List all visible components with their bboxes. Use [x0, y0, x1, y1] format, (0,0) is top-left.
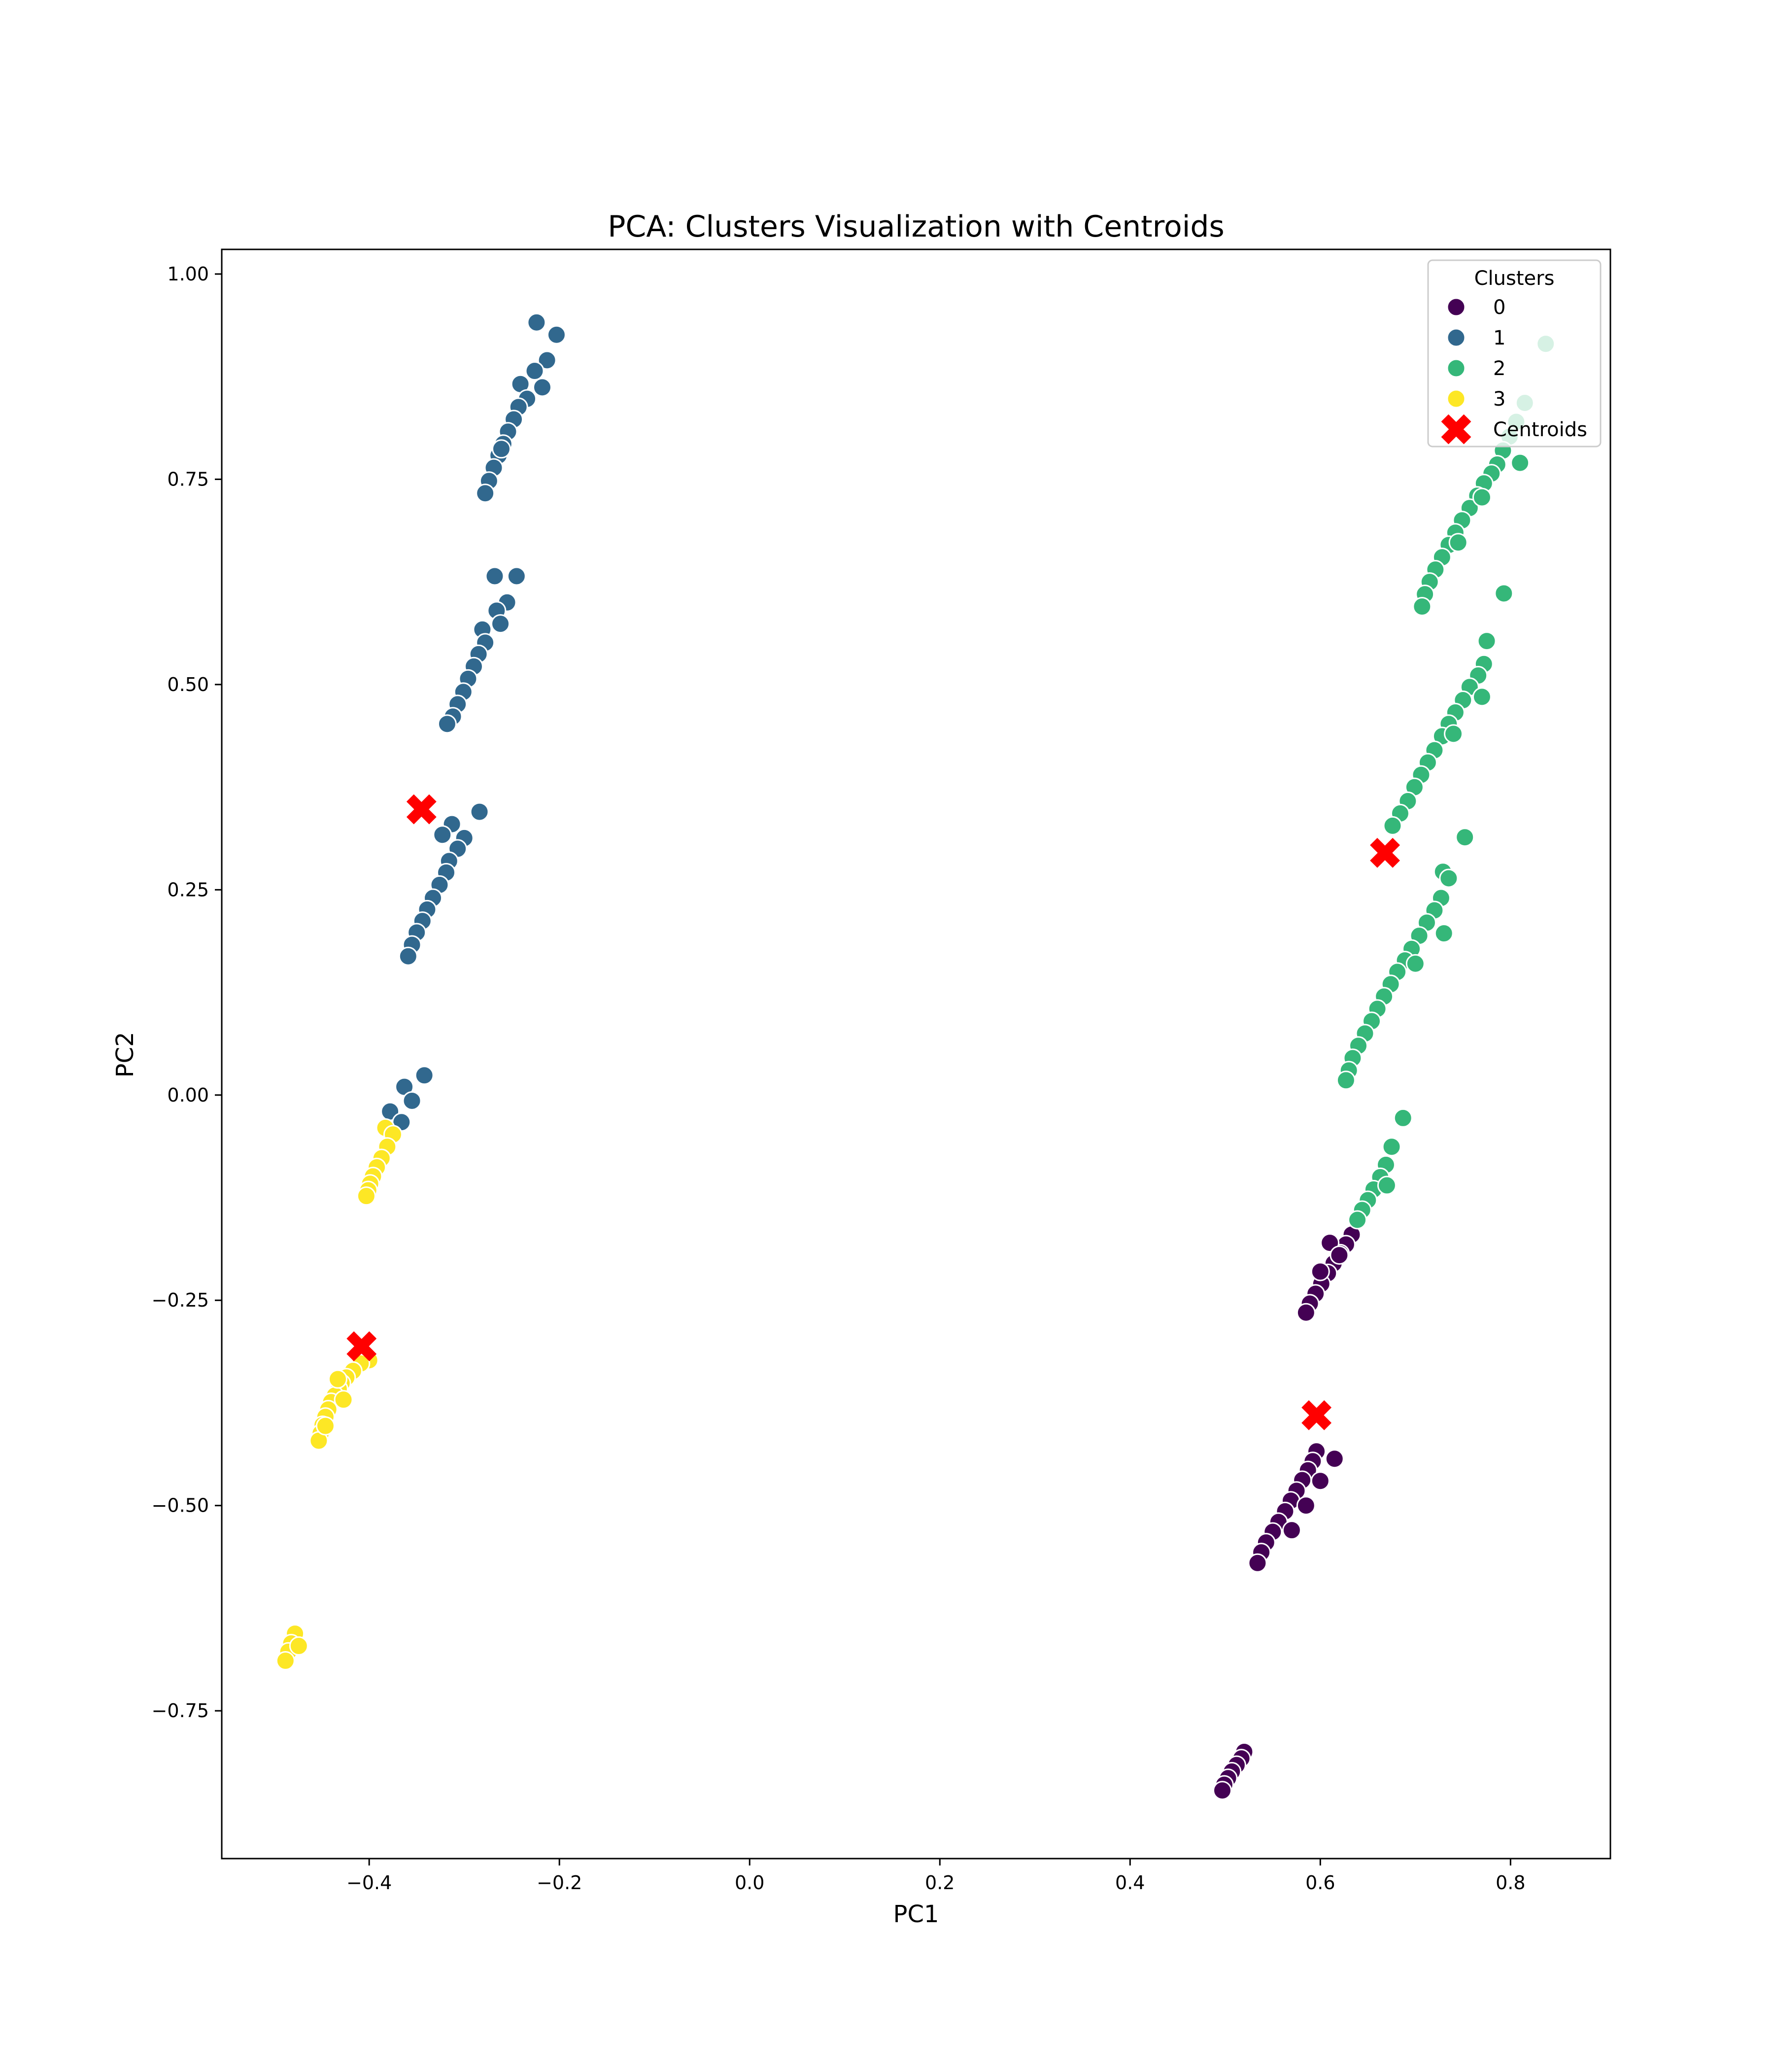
x-tick-label: 0.4 [1115, 1872, 1145, 1894]
cluster-1-point [485, 566, 505, 586]
cluster-0-point [1213, 1781, 1232, 1800]
x-tick-label: 0.6 [1305, 1872, 1335, 1894]
legend-cluster-2-marker [1446, 358, 1466, 378]
cluster-2-point [1393, 1108, 1413, 1128]
cluster-2-point [1472, 487, 1492, 507]
legend-cluster-1-marker [1446, 328, 1466, 347]
cluster-1-point [525, 361, 545, 381]
x-tick-label: −0.4 [346, 1872, 392, 1894]
plot-area-frame [221, 248, 1611, 1860]
cluster-0-point [1310, 1471, 1330, 1491]
legend-title: Clusters [1474, 267, 1555, 290]
cluster-0-point [1248, 1553, 1267, 1573]
cluster-2-point [1382, 1137, 1401, 1157]
cluster-1-point [402, 1091, 422, 1110]
cluster-0-point [1296, 1496, 1316, 1516]
ticks-layer: −0.4 −0.2 0.0 0.2 0.4 0.6 0.8 −0.75 −0.50 −0.25 0.… [152, 263, 1526, 1894]
cluster-2-point [1434, 924, 1454, 943]
cluster-2-point [1510, 453, 1530, 473]
cluster-3-point [275, 1651, 295, 1671]
cluster-2-point [1377, 1175, 1397, 1195]
cluster-2-point [1477, 631, 1497, 651]
cluster-1-point [491, 439, 511, 459]
legend-cluster-0-marker [1446, 297, 1466, 317]
centroid-marker [1370, 837, 1400, 868]
centroid-marker [1301, 1400, 1332, 1430]
centroid-marker [406, 794, 437, 825]
cluster-2-point [1412, 597, 1432, 617]
cluster-3-point [356, 1186, 376, 1206]
cluster-1-point [476, 483, 495, 503]
legend-entry-label: 1 [1493, 327, 1505, 349]
y-tick-label: −0.25 [152, 1289, 209, 1311]
legend-entry-label: 2 [1493, 357, 1505, 380]
cluster-1-point [527, 312, 546, 332]
legend-entry-label: 0 [1493, 296, 1505, 319]
centroids-layer [346, 794, 1400, 1430]
cluster-1-point [470, 802, 489, 822]
cluster-0-point [1330, 1245, 1349, 1265]
y-tick-label: 0.25 [167, 879, 209, 900]
cluster-0-point [1296, 1303, 1316, 1322]
cluster-1-point [537, 350, 557, 370]
cluster-1-point [546, 325, 566, 345]
legend-centroids-marker [1441, 414, 1471, 445]
legend-entry-label: Centroids [1493, 418, 1587, 441]
cluster-3-point [328, 1369, 347, 1389]
x-tick-label: 0.8 [1496, 1872, 1525, 1894]
cluster-3-point [334, 1390, 353, 1410]
cluster-2-point [1444, 724, 1464, 744]
cluster-2-point [1405, 954, 1425, 973]
x-axis-label: PC1 [893, 1900, 939, 1928]
legend: Clusters 0 1 2 3 Centroids [1427, 259, 1602, 448]
cluster-0-point [1282, 1520, 1301, 1540]
cluster-2-point [1455, 828, 1475, 847]
cluster-1-point [532, 378, 552, 397]
cluster-2-point [1439, 868, 1459, 888]
legend-frame [1427, 259, 1602, 448]
cluster-2-point [1472, 687, 1492, 707]
cluster-1-point [398, 946, 418, 966]
cluster-2-point [1336, 1071, 1356, 1090]
cluster-1-point [433, 825, 452, 845]
cluster-0-point [1325, 1449, 1344, 1469]
y-tick-label: −0.50 [152, 1495, 209, 1517]
cluster-1-point [507, 566, 526, 586]
cluster-3-point [315, 1416, 335, 1436]
cluster-0-point [1310, 1262, 1330, 1281]
y-tick-label: 0.75 [167, 468, 209, 490]
cluster-1-point [491, 614, 511, 634]
legend-cluster-3-marker [1446, 389, 1466, 409]
cluster-2-point [1383, 816, 1402, 835]
cluster-3-point [289, 1636, 308, 1656]
y-tick-label: 0.00 [167, 1084, 209, 1106]
cluster-1-point [414, 1066, 434, 1085]
legend-entry-label: 3 [1493, 388, 1505, 411]
y-tick-label: 1.00 [167, 263, 209, 285]
y-tick-label: −0.75 [152, 1700, 209, 1722]
y-axis-label: PC2 [111, 1032, 139, 1078]
chart-title: PCA: Clusters Visualization with Centroi… [608, 209, 1225, 244]
centroid-marker [346, 1331, 377, 1361]
y-tick-label: 0.50 [167, 674, 209, 695]
x-tick-label: 0.0 [735, 1872, 764, 1894]
points-layer [275, 312, 1556, 1800]
x-tick-label: 0.2 [925, 1872, 955, 1894]
x-tick-label: −0.2 [537, 1872, 582, 1894]
cluster-2-point [1494, 584, 1514, 603]
cluster-1-point [437, 714, 457, 734]
cluster-2-point [1348, 1210, 1367, 1230]
cluster-2-point [1448, 533, 1468, 553]
legend-entries: 0 1 2 3 Centroids [1441, 296, 1587, 445]
